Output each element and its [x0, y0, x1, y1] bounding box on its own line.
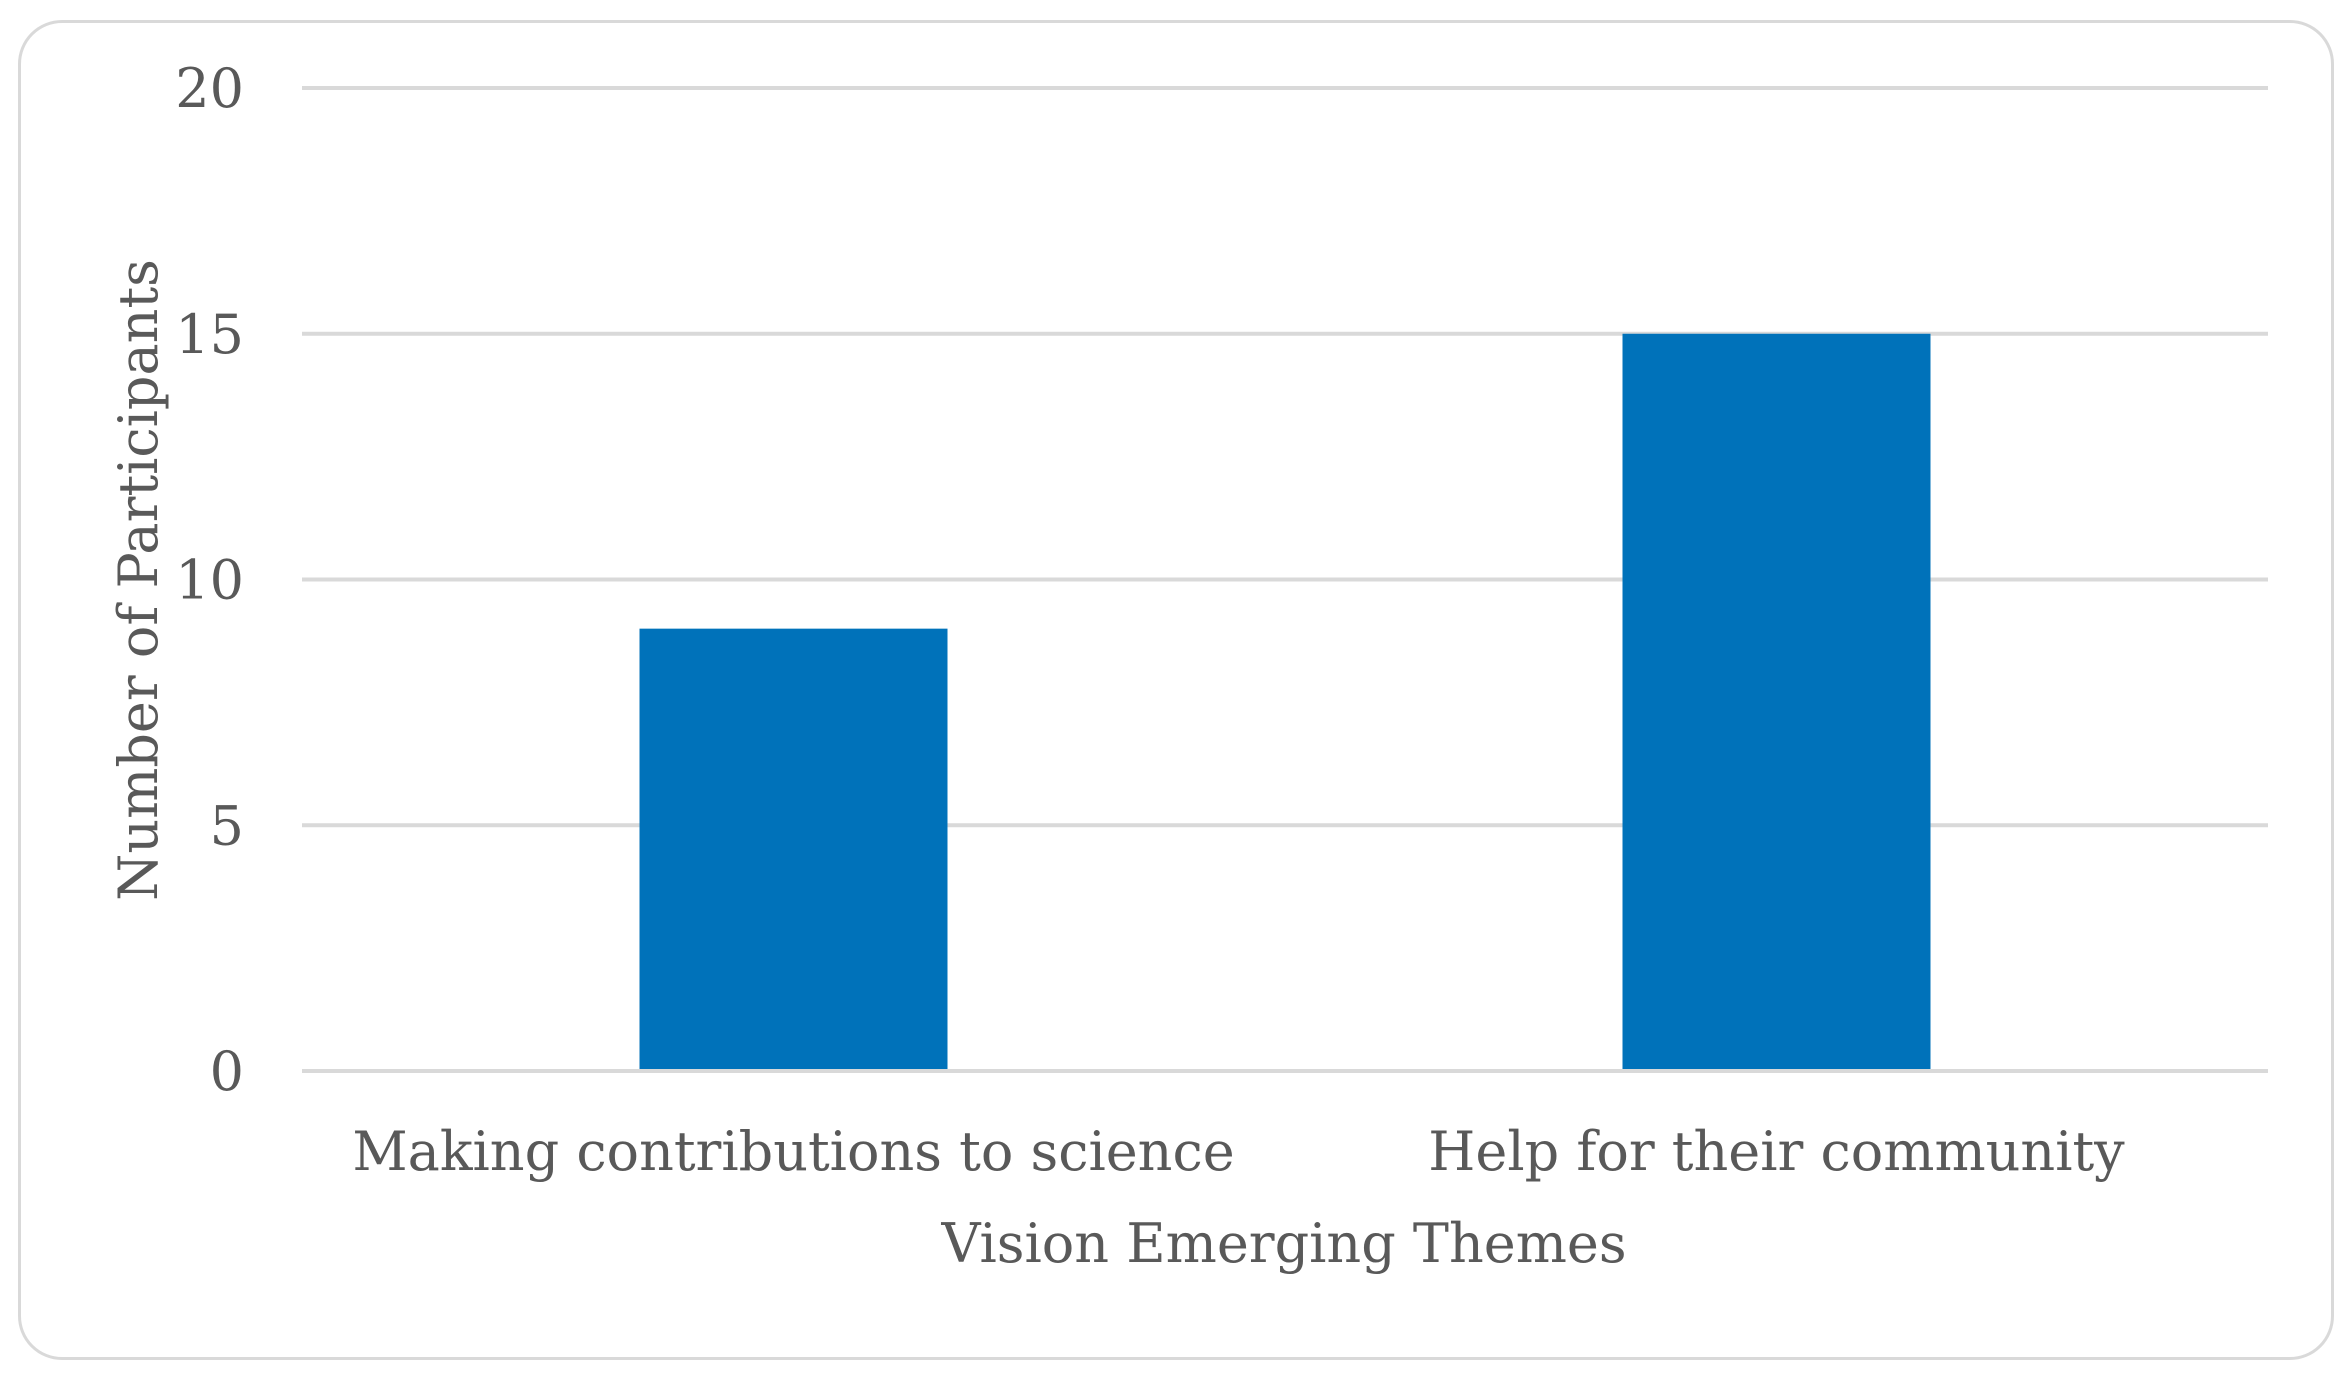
y-axis-title: Number of Participants [107, 259, 170, 901]
x-axis-title: Vision Emerging Themes [940, 1212, 1626, 1275]
y-tick-label: 10 [175, 549, 244, 612]
y-tick-label: 15 [175, 303, 244, 366]
y-tick-label: 20 [175, 57, 244, 120]
gridlines [302, 86, 2268, 1073]
y-tick-label: 0 [210, 1040, 244, 1103]
bar [1622, 333, 1931, 1069]
bar [639, 628, 948, 1069]
x-category-label: Help for their community [1428, 1120, 2125, 1183]
chart-frame [18, 20, 2334, 1360]
y-tick-label: 5 [210, 794, 244, 857]
x-category-label: Making contributions to science [352, 1120, 1234, 1183]
x-category-labels: Making contributions to science Help for … [352, 1120, 2125, 1183]
bars [639, 333, 1931, 1069]
y-tick-labels: 0 5 10 15 20 [175, 57, 244, 1103]
